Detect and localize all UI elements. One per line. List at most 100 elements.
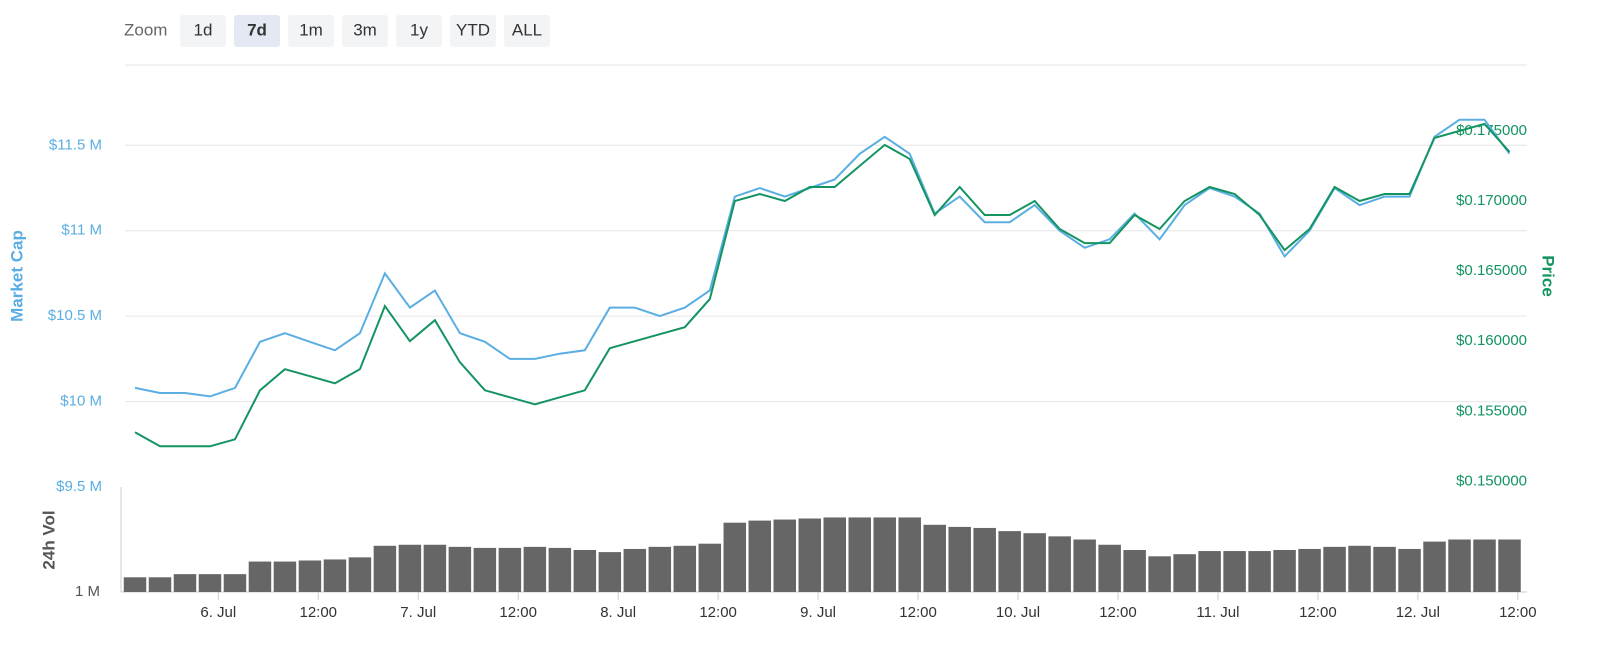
volume-bar	[1423, 541, 1446, 592]
y-tick-label: 1 M	[75, 583, 100, 600]
volume-bar	[723, 522, 747, 592]
volume-bar	[248, 561, 272, 592]
volume-bar	[173, 574, 197, 592]
x-tick-label: 11. Jul	[1196, 604, 1239, 621]
y-axis-title: Market Cap	[7, 230, 26, 322]
button-label: 3m	[353, 20, 377, 39]
volume-bar	[348, 557, 372, 592]
volume-bar	[398, 544, 422, 592]
volume-bar	[1173, 554, 1196, 592]
zoom-button[interactable]: 1m	[288, 15, 334, 47]
volume-bar	[523, 546, 547, 592]
volume-bar	[473, 547, 497, 592]
volume-bar	[923, 524, 946, 592]
y2-tick-label: $0.160000	[1456, 332, 1527, 349]
volume-bar	[123, 577, 147, 592]
volume-bar	[1348, 545, 1371, 592]
volume-bar	[573, 550, 597, 592]
volume-bar	[223, 574, 247, 592]
zoom-label: Zoom	[124, 20, 167, 39]
volume-bar	[1498, 539, 1521, 592]
x-tick-label: 12:00	[1299, 604, 1337, 621]
volume-bar	[998, 531, 1021, 592]
y2-tick-label: $0.165000	[1456, 262, 1527, 279]
button-bg	[396, 15, 442, 47]
volume-bar	[1148, 556, 1171, 592]
zoom-button[interactable]: 1y	[396, 15, 442, 47]
volume-bar	[773, 519, 797, 592]
volume-bar	[1073, 539, 1096, 592]
x-tick-label: 12. Jul	[1396, 604, 1440, 621]
volume-bar	[973, 527, 996, 592]
volume-bar	[848, 517, 871, 592]
volume-bar	[1248, 551, 1271, 592]
volume-bar	[1298, 548, 1321, 592]
volume-bar	[623, 548, 647, 592]
y2-axis-title: Price	[1539, 255, 1558, 297]
volume-bar	[548, 547, 572, 592]
volume-bar	[1373, 546, 1396, 592]
volume-bar	[198, 574, 222, 592]
x-tick-label: 12:00	[299, 604, 337, 621]
volume-bar	[1448, 539, 1471, 592]
volume-bar	[1398, 548, 1421, 592]
volume-bar	[1123, 550, 1146, 592]
x-tick-label: 7. Jul	[400, 604, 436, 621]
volume-bar	[1273, 550, 1296, 592]
button-bg	[342, 15, 388, 47]
series-line	[134, 122, 1511, 448]
button-bg	[504, 15, 550, 47]
zoom-buttons: 1d 7d 1m 3m 1y YTD ALL	[180, 15, 550, 47]
x-tick-label: 6. Jul	[200, 604, 236, 621]
button-label: YTD	[456, 20, 490, 39]
volume-axis-title: 24h Vol	[39, 510, 58, 569]
y-tick-label: $10.5 M	[48, 307, 102, 324]
button-label: 1y	[410, 20, 428, 39]
y-tick-label: $11.5 M	[49, 136, 102, 153]
y2-tick-label: $0.155000	[1456, 402, 1527, 419]
button-bg	[288, 15, 334, 47]
y-tick-label: $11 M	[61, 222, 102, 239]
volume-bar	[898, 517, 921, 592]
y-tick-label: $9.5 M	[56, 478, 102, 495]
volume-bar	[648, 546, 672, 592]
x-tick-label: 12:00	[699, 604, 737, 621]
x-tick-label: 10. Jul	[996, 604, 1040, 621]
volume-bar	[448, 546, 472, 592]
button-label: ALL	[512, 20, 542, 39]
volume-bar	[948, 526, 971, 592]
volume-bar	[598, 552, 622, 592]
x-tick-label: 12:00	[499, 604, 537, 621]
volume-bar	[298, 560, 322, 592]
x-tick-label: 12:00	[1499, 604, 1537, 621]
series-line	[134, 118, 1511, 398]
zoom-button[interactable]: ALL	[504, 15, 550, 47]
button-bg	[234, 15, 280, 47]
zoom-button[interactable]: 1d	[180, 15, 226, 47]
volume-bar	[673, 545, 697, 592]
volume-bar	[798, 518, 822, 592]
volume-bar	[873, 517, 896, 592]
volume-bar	[1023, 533, 1046, 592]
button-bg	[450, 15, 496, 47]
button-label: 1d	[194, 20, 213, 39]
zoom-button[interactable]: 3m	[342, 15, 388, 47]
volume-bar	[748, 520, 772, 592]
volume-bar	[498, 547, 522, 592]
x-tick-label: 12:00	[899, 604, 937, 621]
zoom-button[interactable]: 7d	[234, 15, 280, 47]
x-tick-label: 9. Jul	[800, 604, 836, 621]
button-label: 1m	[299, 20, 323, 39]
volume-bar	[373, 545, 397, 592]
volume-bar	[1223, 551, 1246, 592]
volume-bar	[698, 543, 722, 592]
volume-bar	[1198, 551, 1221, 592]
volume-bar	[1098, 544, 1121, 592]
volume-bar	[1473, 539, 1496, 592]
y-tick-label: $10 M	[60, 393, 102, 410]
volume-bar	[423, 544, 447, 592]
volume-bar	[823, 517, 846, 592]
y2-tick-label: $0.170000	[1456, 192, 1527, 209]
zoom-button[interactable]: YTD	[450, 15, 496, 47]
